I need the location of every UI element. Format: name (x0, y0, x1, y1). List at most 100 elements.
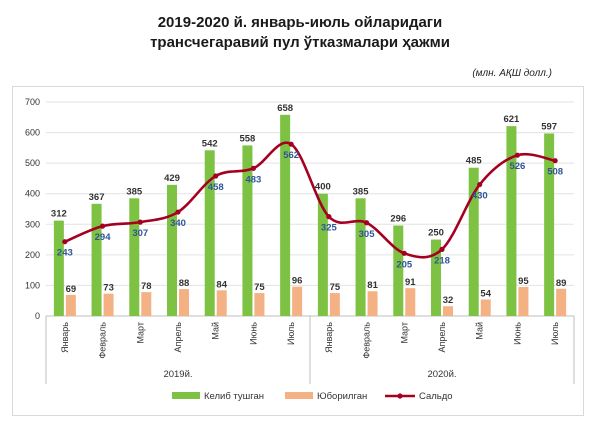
bar-received (53, 220, 64, 316)
bar-received (204, 150, 215, 316)
bar-received (280, 114, 291, 316)
chart-title-line2: трансчегаравий пул ўтказмалари ҳажми (150, 34, 450, 51)
legend-label-sent: Юборилган (317, 391, 367, 402)
x-tick-label: Февраль (362, 322, 372, 359)
bar-received (91, 203, 102, 316)
bar-received (431, 239, 441, 316)
label-received: 385 (126, 186, 143, 197)
line-balance (64, 141, 556, 259)
y-tick-label: 500 (25, 158, 40, 168)
label-balance: 205 (396, 259, 413, 270)
y-tick-label: 200 (25, 250, 40, 260)
label-balance: 218 (434, 255, 450, 266)
bar-sent (292, 286, 303, 316)
bar-sent (141, 292, 152, 316)
bar-received (544, 133, 555, 316)
label-received: 621 (503, 114, 520, 125)
bar-sent (103, 293, 114, 316)
bar-sent (179, 289, 189, 316)
label-received: 385 (353, 186, 370, 197)
group-label: 2020й. (427, 369, 456, 380)
bar-sent (216, 290, 227, 316)
label-received: 296 (390, 214, 406, 225)
bar-sent (556, 288, 567, 316)
label-balance: 340 (170, 218, 186, 229)
y-tick-label: 600 (25, 128, 40, 138)
bar-received (393, 225, 404, 316)
label-received: 542 (202, 138, 218, 149)
y-tick-label: 700 (25, 97, 40, 107)
label-balance: 325 (321, 223, 338, 234)
point-balance (99, 223, 106, 229)
bar-received (506, 126, 517, 316)
label-received: 558 (239, 133, 255, 144)
label-sent: 78 (141, 281, 152, 292)
x-tick-label: Февраль (98, 322, 108, 359)
bar-received (317, 193, 328, 316)
label-sent: 81 (367, 280, 378, 291)
y-tick-label: 300 (25, 219, 40, 229)
label-sent: 75 (330, 282, 341, 293)
y-tick-label: 0 (35, 311, 40, 321)
legend-label-received: Келиб тушган (204, 391, 264, 402)
x-tick-label: Май (475, 322, 485, 340)
label-sent: 95 (518, 276, 529, 287)
x-tick-label: Март (135, 322, 145, 344)
bar-sent (367, 291, 378, 316)
point-balance (477, 181, 483, 188)
x-tick-label: Май (211, 322, 221, 340)
label-received: 658 (277, 103, 293, 114)
point-balance (514, 152, 521, 158)
point-balance (552, 158, 558, 164)
x-tick-label: Июль (286, 322, 296, 345)
legend-label-balance: Сальдо (419, 391, 453, 402)
bar-sent (518, 286, 529, 316)
y-tick-label: 100 (25, 280, 40, 290)
bar-sent (443, 306, 453, 316)
label-balance: 430 (472, 191, 488, 202)
legend-swatch-received (172, 392, 200, 399)
label-sent: 32 (443, 295, 454, 306)
label-balance: 458 (208, 182, 224, 193)
x-tick-label: Январь (324, 322, 334, 353)
point-balance (213, 173, 219, 179)
label-sent: 54 (480, 288, 491, 299)
x-tick-label: Июнь (248, 322, 258, 345)
label-balance: 508 (547, 167, 563, 178)
label-received: 367 (89, 192, 105, 203)
group-label: 2019й. (163, 369, 192, 380)
label-balance: 243 (57, 248, 73, 259)
label-sent: 88 (179, 278, 190, 289)
point-balance (175, 209, 181, 215)
x-tick-label: Март (399, 322, 409, 344)
label-sent: 89 (556, 278, 567, 289)
label-received: 597 (541, 121, 557, 132)
bar-sent (65, 294, 76, 316)
legend-swatch-sent (285, 392, 313, 399)
bar-sent (405, 288, 416, 316)
label-balance: 305 (359, 229, 376, 240)
point-balance (363, 220, 370, 226)
label-balance: 307 (132, 228, 148, 239)
label-balance: 526 (509, 161, 525, 172)
label-sent: 91 (405, 277, 416, 288)
label-sent: 96 (292, 276, 303, 287)
label-sent: 73 (103, 283, 114, 294)
bar-received (468, 167, 479, 316)
chart-frame (12, 86, 584, 416)
label-balance: 483 (245, 174, 261, 185)
bar-received (129, 198, 140, 316)
label-sent: 84 (216, 279, 227, 290)
point-balance (62, 239, 68, 245)
label-received: 250 (428, 228, 444, 239)
chart-title-line1: 2019-2020 й. январь-июль ойларидаги (157, 14, 443, 31)
x-tick-label: Апрель (437, 322, 447, 353)
bar-received (167, 184, 177, 316)
point-balance (288, 141, 294, 147)
y-tick-label: 400 (25, 189, 40, 199)
label-sent: 75 (254, 282, 265, 293)
bar-sent (480, 299, 491, 316)
unit-label: (млн. АҚШ долл.) (472, 68, 552, 79)
point-balance (401, 250, 407, 256)
label-balance: 294 (95, 232, 112, 243)
